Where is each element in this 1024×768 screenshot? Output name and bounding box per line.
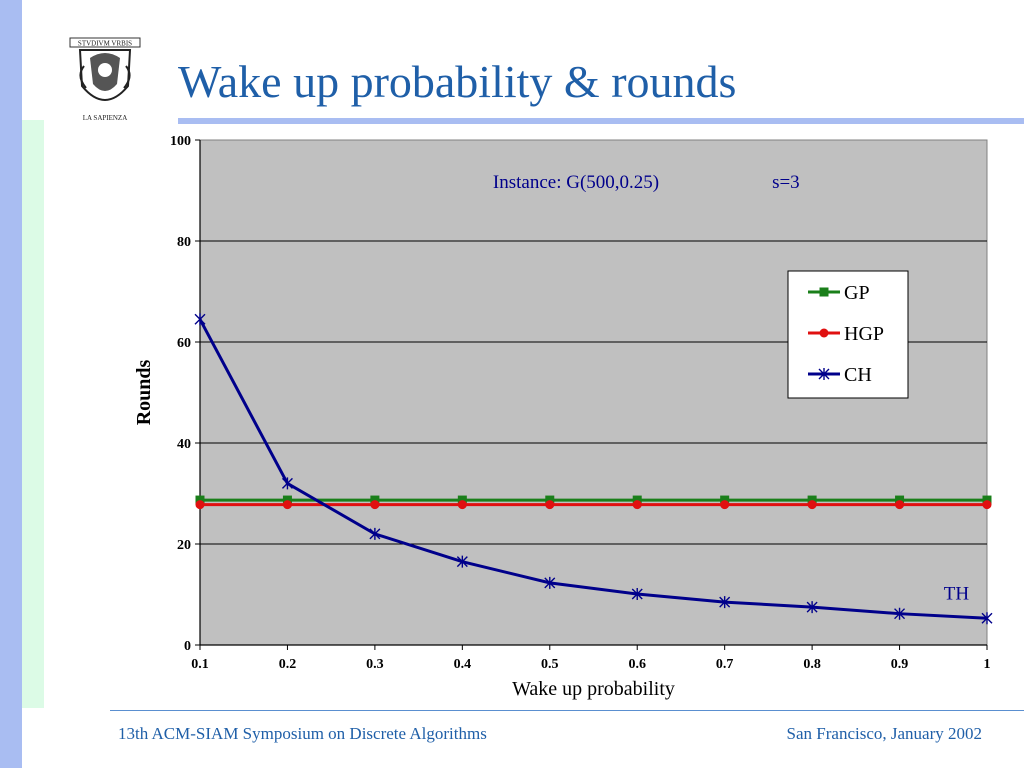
x-tick-label: 0.2 [279,657,297,672]
title-rule [178,118,1024,124]
y-axis-label: Rounds [133,359,155,425]
data-point-gp [370,495,380,505]
legend-marker-gp [819,287,829,297]
data-point-ch [369,527,381,540]
footer-conference: 13th ACM-SIAM Symposium on Discrete Algo… [118,724,487,743]
legend-label-ch: CH [844,364,872,386]
data-point-ch [806,601,818,614]
data-point-hgp [807,500,817,510]
chart-annotation: s=3 [772,172,800,193]
data-point-hgp [195,500,205,510]
data-point-hgp [457,500,467,510]
data-point-hgp [982,500,992,510]
data-point-ch [719,596,731,609]
legend-label-hgp: HGP [844,323,884,345]
x-tick-label: 0.5 [541,657,559,672]
data-point-ch [456,555,468,568]
y-tick-label: 60 [177,336,191,351]
data-point-gp [632,495,642,505]
x-tick-label: 0.9 [891,657,909,672]
y-tick-label: 80 [177,235,191,250]
left-accent-bar-light [22,120,44,708]
chart-annotation: Instance: G(500,0.25) [493,172,659,193]
data-point-hgp [895,500,905,510]
data-point-gp [982,495,992,505]
data-point-gp [282,495,292,505]
data-point-gp [720,495,730,505]
footer-rule [110,710,1024,711]
data-point-ch [981,612,993,625]
y-tick-label: 0 [184,639,191,654]
x-tick-label: 0.7 [716,657,734,672]
chart-annotation: TH [944,584,970,605]
data-point-hgp [632,500,642,510]
x-tick-label: 0.1 [191,657,209,672]
data-point-hgp [282,500,292,510]
x-tick-label: 0.6 [628,657,646,672]
logo-caption: LA SAPIENZA [83,114,128,122]
data-point-gp [545,495,555,505]
data-point-ch [544,576,556,589]
data-point-ch [894,607,906,620]
university-seal-icon: STVDIVM VRBIS LA SAPIENZA [69,37,141,122]
x-tick-label: 1 [984,657,991,672]
legend-label-gp: GP [844,282,870,304]
y-tick-label: 20 [177,538,191,553]
data-point-ch [631,587,643,600]
line-chart: 0 20 40 60 80 100 0.1 0.2 0.3 0.4 0.5 0.6 0.7 0.8 0.9 1… [133,134,993,700]
data-point-hgp [370,500,380,510]
data-point-gp [195,495,205,505]
data-point-ch [194,313,206,326]
legend-marker-ch [818,368,830,380]
data-point-gp [807,495,817,505]
footer-location-date: San Francisco, January 2002 [786,724,982,743]
y-tick-label: 40 [177,437,191,452]
legend-marker-hgp [819,328,829,338]
data-point-hgp [545,500,555,510]
x-tick-label: 0.3 [366,657,384,672]
x-tick-label: 0.4 [454,657,472,672]
logo-banner-text: STVDIVM VRBIS [78,40,132,48]
x-tick-label: 0.8 [803,657,821,672]
x-axis-label: Wake up probability [512,678,675,700]
y-tick-label: 100 [170,134,191,149]
left-accent-bar [0,0,22,768]
data-point-gp [895,495,905,505]
slide-title: Wake up probability & rounds [178,56,737,107]
series-line-ch [198,318,988,620]
data-point-gp [457,495,467,505]
data-point-hgp [720,500,730,510]
data-point-ch [281,477,293,490]
